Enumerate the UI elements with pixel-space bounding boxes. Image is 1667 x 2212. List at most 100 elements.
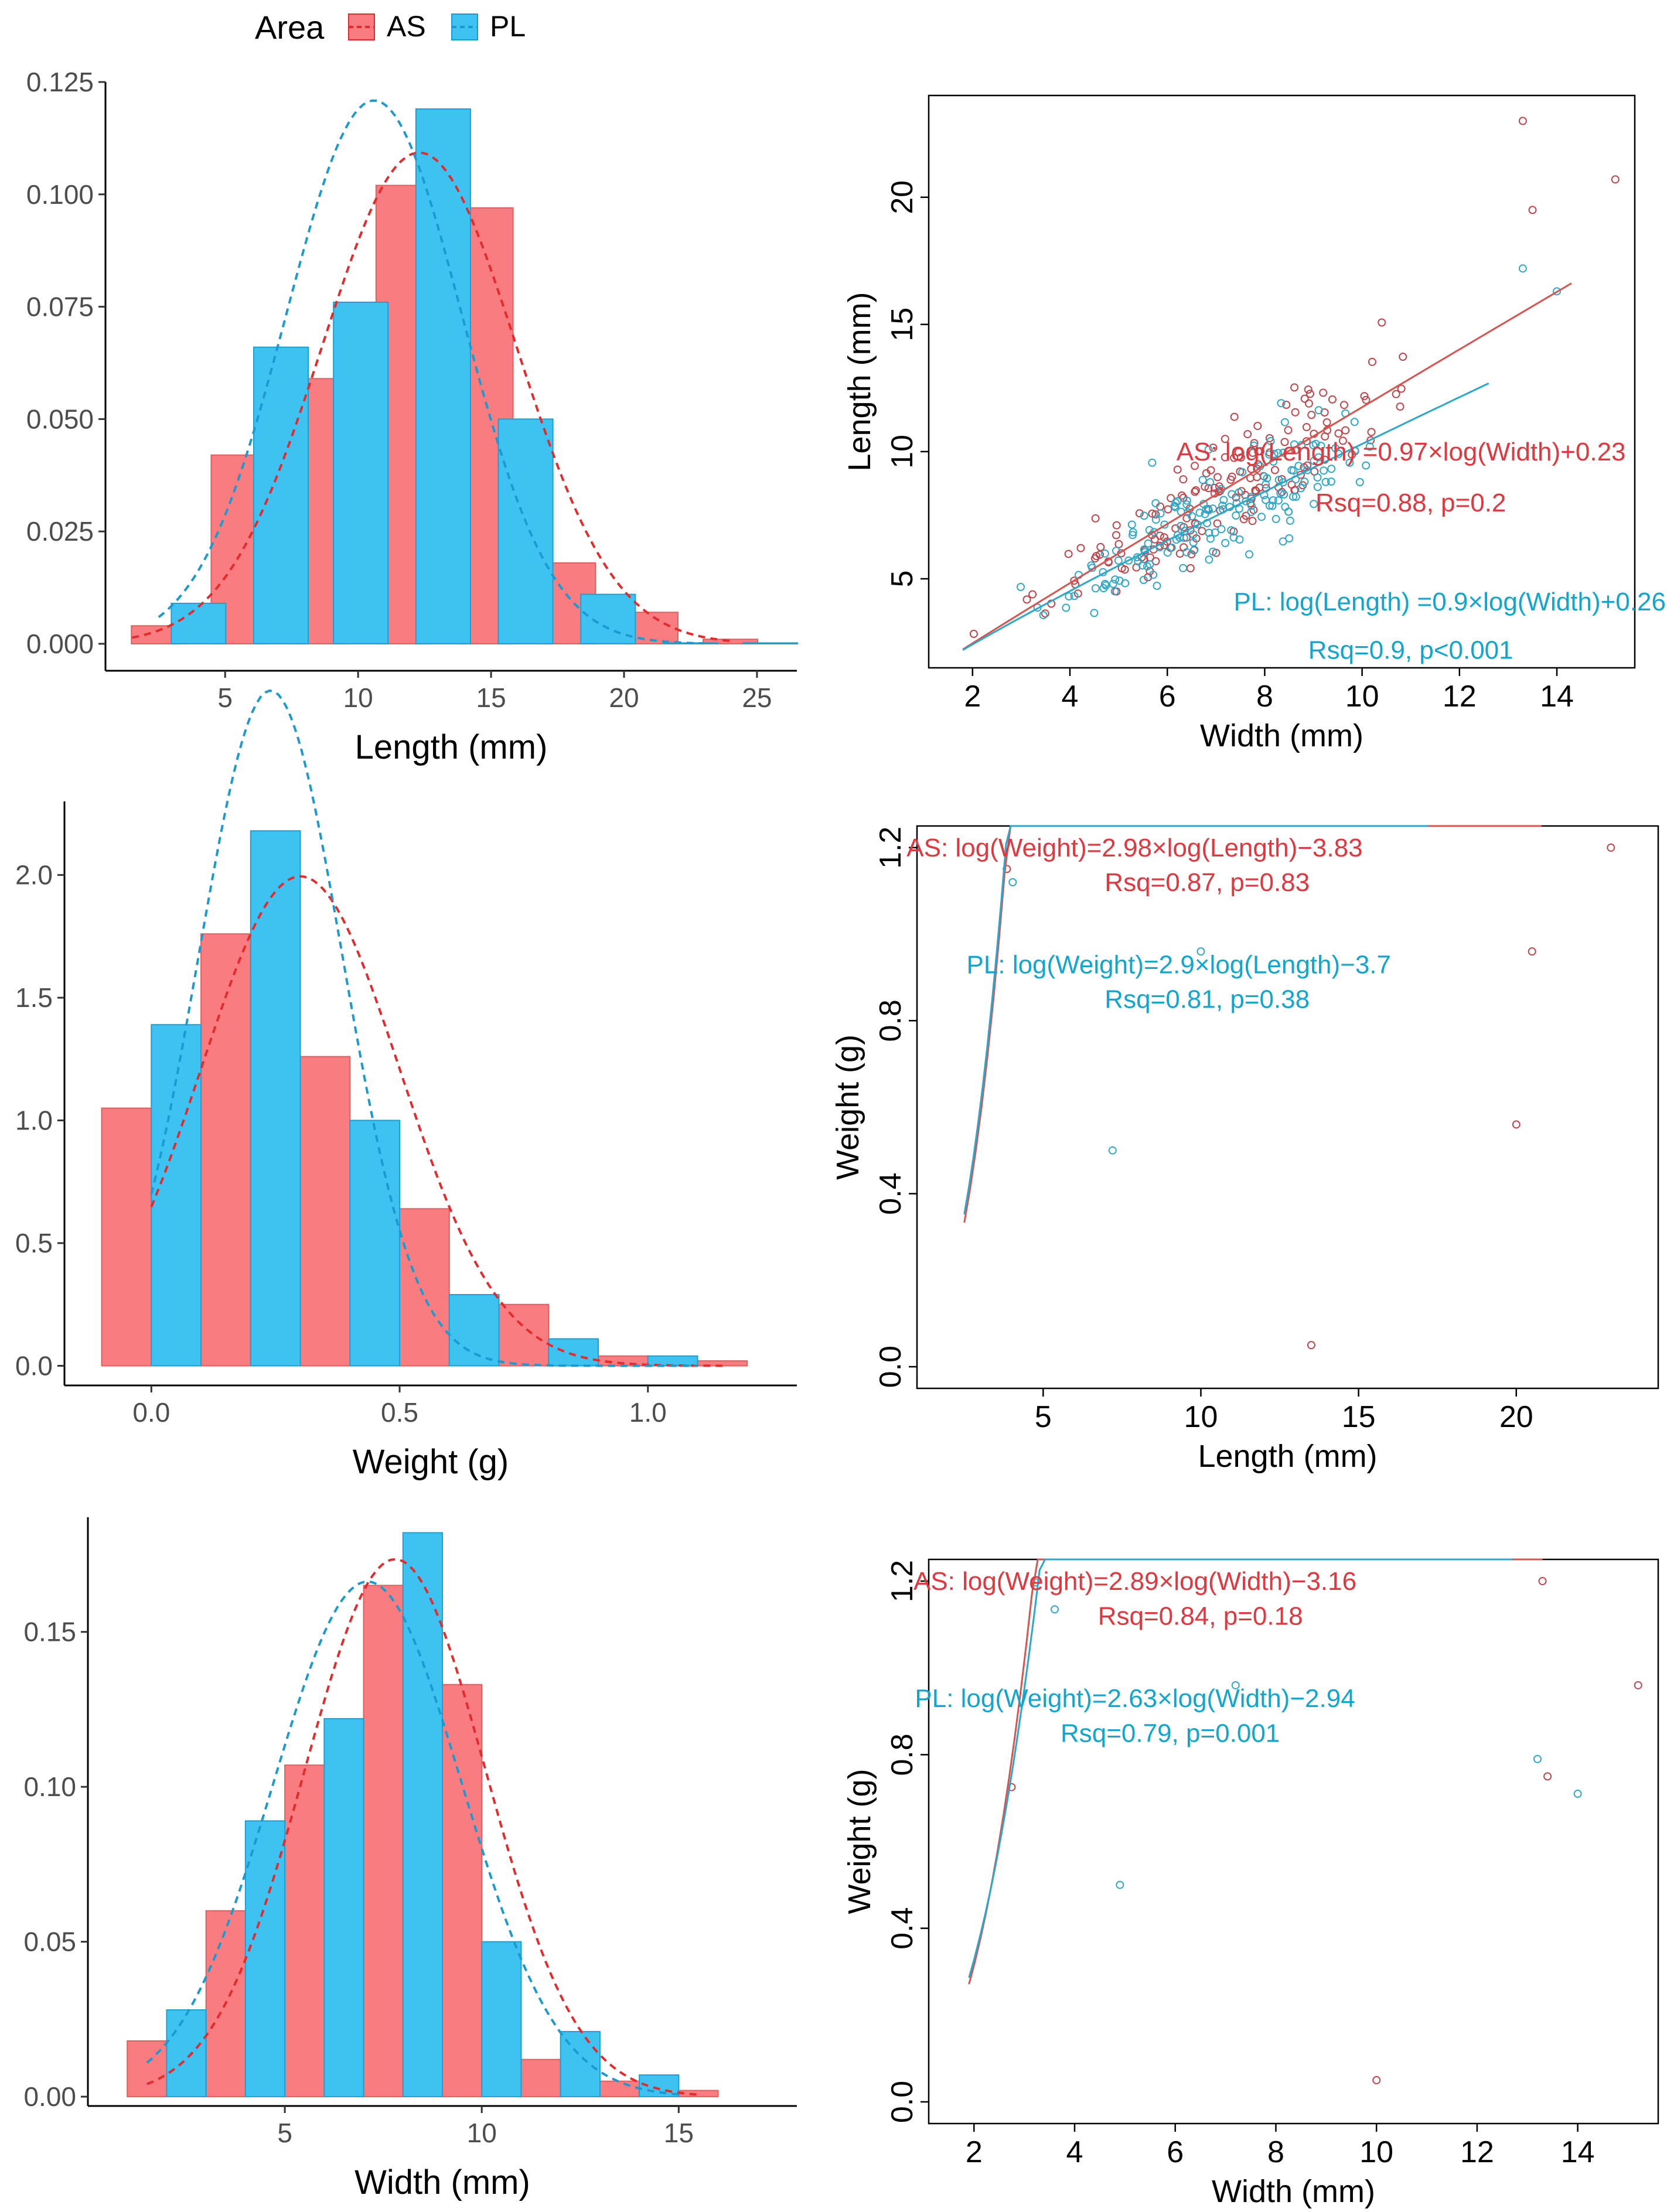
point-pl xyxy=(1314,406,1323,415)
point-pl xyxy=(1268,501,1277,510)
bar-pl xyxy=(448,1294,500,1367)
point-pl xyxy=(1150,528,1158,537)
point-pl xyxy=(1211,528,1219,537)
point-pl xyxy=(1350,418,1359,426)
x-tick-label: 10 xyxy=(1359,2135,1393,2169)
x-tick-label: 2 xyxy=(966,2135,983,2169)
point-as xyxy=(1368,357,1376,366)
fit-annotation-pl: Rsq=0.81, p=0.38 xyxy=(1104,985,1310,1013)
point-as xyxy=(1096,550,1104,559)
point-pl xyxy=(1062,603,1071,612)
point-pl xyxy=(1262,480,1270,489)
point-pl xyxy=(1193,520,1202,529)
point-pl xyxy=(1320,466,1328,475)
point-pl xyxy=(1031,1578,1040,1587)
point-pl xyxy=(1238,468,1247,476)
y-tick-label: 0.025 xyxy=(26,516,94,547)
point-as xyxy=(1191,462,1199,470)
point-as xyxy=(1164,505,1172,514)
fit-annotation-as: AS: log(Weight)=2.89×log(Width)−3.16 xyxy=(913,1567,1356,1596)
point-as xyxy=(1611,175,1620,184)
point-pl xyxy=(1327,465,1336,473)
point-as xyxy=(1112,531,1120,540)
point-as xyxy=(1302,423,1311,432)
x-tick-label: 15 xyxy=(476,682,506,713)
scatter-length-vs-width: 2 4 6 8 10 12 14 5 10 15 20 Width (mm) Length (mm) AS… xyxy=(842,94,1666,753)
point-pl xyxy=(1190,545,1199,554)
x-tick-label: 12 xyxy=(1460,2135,1494,2169)
point-as xyxy=(1070,576,1079,585)
fit-annotation-pl: PL: log(Length) =0.9×log(Width)+0.26 xyxy=(1233,588,1665,616)
point-as xyxy=(1607,843,1615,852)
point-pl xyxy=(1143,562,1151,571)
x-tick-label: 10 xyxy=(467,2118,497,2148)
point-as xyxy=(1249,506,1258,514)
bar-pl xyxy=(415,108,471,644)
y-tick-label: 0.050 xyxy=(26,404,94,434)
x-tick-label: 14 xyxy=(1540,680,1574,714)
x-tick-label: 6 xyxy=(1159,680,1176,714)
y-tick-label: 0.8 xyxy=(885,1733,919,1776)
point-pl xyxy=(1182,548,1191,557)
point-as xyxy=(1247,465,1256,473)
point-as xyxy=(1221,435,1229,443)
point-pl xyxy=(1311,439,1320,448)
x-tick-label: 0.0 xyxy=(132,1397,170,1428)
bar-pl xyxy=(548,1338,599,1367)
point-pl xyxy=(1245,550,1253,559)
y-tick-label: 0.075 xyxy=(26,292,94,322)
bar-as xyxy=(678,2090,719,2098)
bar-pl xyxy=(402,1532,443,2098)
bar-pl xyxy=(151,1024,202,1367)
y-axis-label: Weight (g) xyxy=(830,1035,865,1180)
point-as xyxy=(1239,515,1248,524)
point-as xyxy=(1378,318,1386,327)
point-pl xyxy=(1195,508,1204,517)
y-tick-label: 0.0 xyxy=(15,1350,53,1381)
point-pl xyxy=(1274,476,1283,484)
point-pl xyxy=(1228,490,1236,499)
point-pl xyxy=(1314,453,1323,462)
point-pl xyxy=(1206,478,1215,487)
x-axis-label: Weight (g) xyxy=(353,1443,509,1481)
point-as xyxy=(1307,411,1316,419)
point-pl xyxy=(1265,450,1273,459)
bar-pl xyxy=(244,1820,286,2098)
point-as xyxy=(1248,517,1257,525)
point-as xyxy=(1256,447,1264,456)
point-as xyxy=(1528,947,1536,956)
x-axis-label: Length (mm) xyxy=(355,728,548,766)
x-tick-label: 5 xyxy=(217,682,233,713)
fit-curve-as xyxy=(962,282,1572,650)
point-as xyxy=(1148,509,1157,518)
y-tick-label: 0.4 xyxy=(874,1173,908,1215)
point-pl xyxy=(1297,484,1305,493)
point-pl xyxy=(1145,525,1154,534)
fit-annotation-as: Rsq=0.87, p=0.83 xyxy=(1104,868,1310,897)
point-as xyxy=(1092,552,1100,561)
point-as xyxy=(1397,384,1406,393)
point-pl xyxy=(1148,458,1157,467)
point-pl xyxy=(1116,1880,1124,1889)
point-as xyxy=(1167,494,1175,503)
point-as xyxy=(1213,519,1222,528)
y-tick-label: 0.5 xyxy=(15,1228,53,1258)
point-pl xyxy=(1276,489,1285,497)
point-pl xyxy=(1227,526,1236,535)
y-tick-label: 2.0 xyxy=(15,860,53,890)
point-as xyxy=(1543,1772,1552,1781)
point-pl xyxy=(1291,493,1300,501)
point-pl xyxy=(1232,511,1240,520)
point-pl xyxy=(1188,512,1196,521)
point-as xyxy=(1518,117,1527,125)
y-tick-label: 0.0 xyxy=(885,2081,919,2123)
y-tick-label: 0.125 xyxy=(26,67,94,97)
point-as xyxy=(1362,395,1371,404)
point-pl xyxy=(1279,537,1287,546)
point-as xyxy=(1372,2076,1381,2084)
point-as xyxy=(1290,383,1299,392)
point-as xyxy=(1396,402,1404,411)
point-pl xyxy=(1129,528,1137,537)
point-as xyxy=(1280,438,1289,446)
point-as xyxy=(1367,428,1376,436)
